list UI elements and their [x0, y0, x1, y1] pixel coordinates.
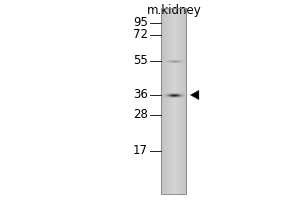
Text: 72: 72: [133, 28, 148, 42]
Text: 95: 95: [133, 17, 148, 29]
Text: 36: 36: [133, 88, 148, 102]
Bar: [167, 8, 168, 194]
Bar: [162, 8, 163, 194]
Bar: [172, 8, 173, 194]
Bar: [183, 8, 184, 194]
Bar: [179, 8, 180, 194]
Text: 55: 55: [133, 54, 148, 68]
Bar: [165, 8, 166, 194]
Bar: [164, 8, 165, 194]
Text: 28: 28: [133, 108, 148, 121]
Bar: [176, 8, 177, 194]
Bar: [170, 8, 171, 194]
Text: 17: 17: [133, 144, 148, 158]
Bar: [163, 8, 164, 194]
Bar: [173, 8, 174, 194]
Bar: [184, 8, 185, 194]
Bar: [169, 8, 170, 194]
Bar: [174, 8, 175, 194]
Bar: [160, 8, 186, 194]
Bar: [178, 8, 179, 194]
Bar: [160, 8, 161, 194]
Bar: [185, 8, 186, 194]
Bar: [160, 8, 186, 194]
Bar: [180, 8, 181, 194]
Polygon shape: [190, 90, 199, 100]
Bar: [171, 8, 172, 194]
Bar: [177, 8, 178, 194]
Bar: [182, 8, 183, 194]
Bar: [161, 8, 162, 194]
Text: m.kidney: m.kidney: [147, 4, 201, 17]
Bar: [181, 8, 182, 194]
Bar: [168, 8, 169, 194]
